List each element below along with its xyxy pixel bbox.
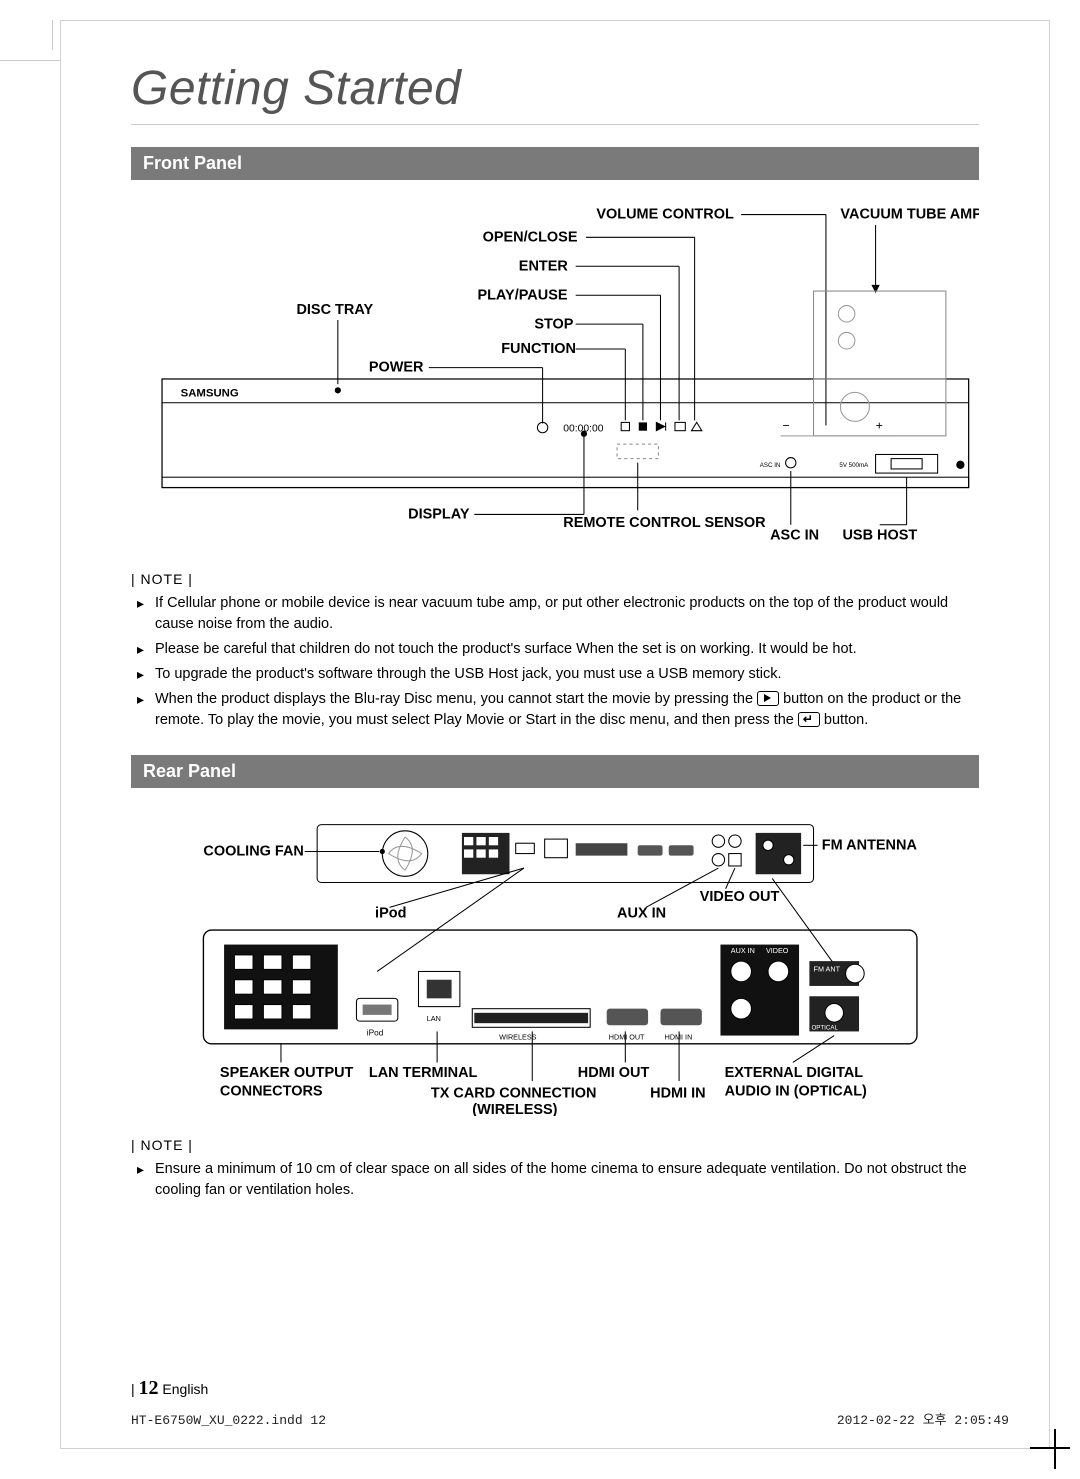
label-remote: REMOTE CONTROL SENSOR (563, 515, 766, 531)
enter-icon (798, 712, 820, 727)
play-icon (757, 691, 779, 706)
front-panel-diagram: VOLUME CONTROL VACUUM TUBE AMP OPEN/CLOS… (131, 198, 979, 555)
svg-text:HDMI OUT: HDMI OUT (609, 1032, 645, 1041)
label-usb: USB HOST (842, 527, 917, 543)
indesign-filename: HT-E6750W_XU_0222.indd 12 (131, 1413, 326, 1428)
note-header-rear: | NOTE | (131, 1137, 979, 1153)
section-rear-panel: Rear Panel (131, 755, 979, 788)
label-stop: STOP (534, 316, 573, 332)
label-spk: SPEAKER OUTPUT (220, 1065, 354, 1081)
label-tx: TX CARD CONNECTION (431, 1085, 597, 1101)
label-play: PLAY/PAUSE (477, 287, 567, 303)
page-title: Getting Started (131, 61, 979, 125)
rear-panel-diagram: COOLING FAN FM ANTENNA iPod AUX IN VIDEO… (131, 806, 979, 1121)
note-header-front: | NOTE | (131, 571, 979, 587)
label-video: VIDEO OUT (700, 889, 780, 905)
label-ipod: iPod (375, 905, 406, 921)
section-front-panel: Front Panel (131, 147, 979, 180)
label-vacuum: VACUUM TUBE AMP (840, 207, 979, 223)
label-opt: EXTERNAL DIGITAL (725, 1065, 864, 1081)
page-language: English (162, 1381, 208, 1397)
label-open: OPEN/CLOSE (483, 229, 578, 245)
svg-text:5V 500mA: 5V 500mA (839, 462, 869, 469)
label-display: DISPLAY (408, 507, 470, 523)
svg-text:ASC IN: ASC IN (760, 462, 781, 469)
svg-text:iPod: iPod (367, 1028, 384, 1037)
svg-text:FM ANT: FM ANT (814, 964, 841, 973)
svg-text:OPTICAL: OPTICAL (811, 1024, 838, 1031)
crop-mark-h (1030, 1447, 1070, 1449)
label-power: POWER (369, 360, 424, 376)
note-item: When the product displays the Blu-ray Di… (135, 689, 979, 731)
rear-notes: Ensure a minimum of 10 cm of clear space… (131, 1159, 979, 1201)
note-item: To upgrade the product's software throug… (135, 664, 979, 685)
page-decor-v (52, 20, 53, 50)
crop-mark-v (1054, 1429, 1056, 1469)
note-item: Please be careful that children do not t… (135, 639, 979, 660)
label-fan: COOLING FAN (203, 843, 303, 859)
label-hdmiin: HDMI IN (650, 1085, 705, 1101)
svg-text:LAN: LAN (427, 1014, 441, 1023)
page-number: 12 (139, 1377, 159, 1399)
label-asc: ASC IN (770, 527, 819, 543)
export-timestamp: 2012-02-22 오후 2:05:49 (837, 1409, 1009, 1428)
brand-logo: SAMSUNG (181, 388, 239, 400)
svg-text:WIRELESS: WIRELESS (499, 1032, 536, 1041)
page-footer: | 12 English (131, 1377, 208, 1400)
note-item: If Cellular phone or mobile device is ne… (135, 593, 979, 635)
note-item: Ensure a minimum of 10 cm of clear space… (135, 1159, 979, 1201)
label-volume: VOLUME CONTROL (596, 207, 734, 223)
note-text: button. (824, 712, 868, 728)
label-enter: ENTER (519, 258, 569, 274)
svg-text:+: + (876, 419, 883, 433)
label-tx2: (WIRELESS) (472, 1102, 557, 1116)
label-aux: AUX IN (617, 905, 666, 921)
page-frame: Getting Started Front Panel VOLUME CONTR… (60, 20, 1050, 1449)
page-decor-h (0, 60, 60, 61)
note-text: When the product displays the Blu-ray Di… (155, 691, 757, 707)
label-opt2: AUDIO IN (OPTICAL) (725, 1083, 867, 1099)
label-fm: FM ANTENNA (822, 837, 918, 853)
front-notes: If Cellular phone or mobile device is ne… (131, 593, 979, 731)
svg-text:HDMI IN: HDMI IN (665, 1032, 693, 1041)
label-disc: DISC TRAY (296, 302, 373, 318)
svg-text:−: − (783, 419, 790, 433)
label-function: FUNCTION (501, 341, 576, 357)
svg-text:VIDEO: VIDEO (766, 946, 789, 955)
label-lan: LAN TERMINAL (369, 1065, 478, 1081)
svg-text:AUX IN: AUX IN (731, 946, 755, 955)
label-hdmiout: HDMI OUT (578, 1065, 650, 1081)
label-spk2: CONNECTORS (220, 1083, 323, 1099)
